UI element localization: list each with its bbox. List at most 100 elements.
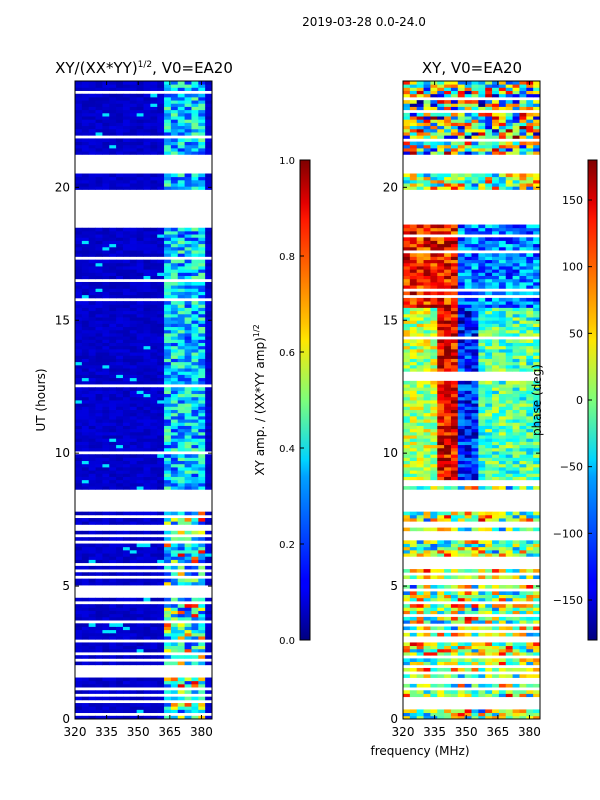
- heatmap-cell: [512, 272, 520, 276]
- heatmap-cell: [498, 683, 507, 688]
- heatmap-cell: [150, 147, 158, 152]
- heatmap-cell: [164, 87, 172, 91]
- heatmap-cell: [129, 597, 138, 602]
- heatmap-cell: [416, 715, 424, 719]
- heatmap-cell: [505, 262, 513, 267]
- heatmap-cell: [102, 230, 110, 235]
- heatmap-cell: [205, 125, 212, 130]
- heatmap-cell: [526, 549, 534, 554]
- heatmap-cell: [75, 559, 83, 564]
- heatmap-cell: [177, 482, 185, 487]
- heatmap-cell: [164, 537, 172, 541]
- heatmap-cell: [109, 565, 117, 570]
- heatmap-cell: [136, 629, 144, 634]
- heatmap-cell: [88, 578, 96, 583]
- heatmap-cell: [409, 431, 418, 436]
- heatmap-cell: [533, 712, 540, 717]
- heatmap-cell: [164, 403, 172, 407]
- heatmap-cell: [403, 281, 411, 286]
- heatmap-cell: [205, 147, 212, 152]
- heatmap-cell: [498, 658, 507, 662]
- heatmap-cell: [198, 243, 206, 248]
- heatmap-cell: [526, 444, 534, 449]
- heatmap-cell: [464, 269, 472, 273]
- heatmap-cell: [416, 285, 424, 289]
- heatmap-cell: [198, 240, 206, 245]
- heatmap-cell: [191, 482, 199, 487]
- heatmap-cell: [164, 361, 172, 366]
- heatmap-cell: [198, 690, 206, 694]
- heatmap-cell: [423, 364, 431, 369]
- heatmap-cell: [498, 285, 507, 289]
- heatmap-cell: [205, 96, 212, 101]
- heatmap-cell: [170, 438, 179, 442]
- heatmap-cell: [437, 364, 445, 369]
- heatmap-cell: [170, 122, 179, 127]
- heatmap-cell: [109, 122, 117, 127]
- heatmap-cell: [109, 703, 117, 707]
- heatmap-cell: [457, 301, 466, 305]
- heatmap-cell: [129, 683, 138, 688]
- heatmap-cell: [423, 412, 431, 417]
- heatmap-cell: [109, 291, 117, 296]
- heatmap-cell: [136, 444, 144, 449]
- heatmap-cell: [403, 368, 411, 372]
- heatmap-cell: [88, 610, 96, 615]
- heatmap-cell: [102, 396, 110, 401]
- heatmap-cell: [136, 333, 144, 337]
- heatmap-cell: [170, 435, 179, 439]
- heatmap-cell: [526, 661, 534, 666]
- heatmap-cell: [492, 527, 500, 532]
- heatmap-cell: [205, 581, 212, 586]
- heatmap-cell: [157, 294, 165, 299]
- heatmap-cell: [116, 454, 124, 458]
- heatmap-cell: [198, 294, 206, 299]
- heatmap-cell: [519, 253, 527, 257]
- heatmap-cell: [464, 511, 472, 516]
- heatmap-cell: [143, 680, 151, 685]
- heatmap-cell: [177, 393, 185, 398]
- heatmap-cell: [129, 262, 138, 267]
- heatmap-cell: [403, 632, 411, 637]
- heatmap-cell: [116, 84, 124, 88]
- heatmap-cell: [505, 447, 513, 452]
- heatmap-cell: [150, 479, 158, 484]
- heatmap-cell: [184, 479, 192, 484]
- heatmap-cell: [136, 703, 144, 707]
- heatmap-cell: [409, 683, 418, 688]
- heatmap-cell: [492, 285, 500, 289]
- heatmap-cell: [492, 652, 500, 656]
- heatmap-cell: [533, 642, 540, 647]
- heatmap-cell: [444, 597, 452, 602]
- heatmap-cell: [526, 441, 534, 446]
- heatmap-cell: [109, 310, 117, 315]
- heatmap-cell: [116, 648, 124, 653]
- heatmap-cell: [122, 266, 131, 270]
- heatmap-cell: [519, 514, 527, 519]
- heatmap-cell: [95, 403, 103, 407]
- heatmap-cell: [88, 179, 96, 184]
- heatmap-cell: [177, 227, 185, 232]
- heatmap-cell: [457, 403, 466, 407]
- heatmap-cell: [157, 119, 165, 123]
- heatmap-cell: [498, 339, 507, 343]
- heatmap-cell: [471, 683, 479, 688]
- heatmap-cell: [205, 696, 212, 701]
- heatmap-cell: [88, 364, 96, 369]
- heatmap-cell: [437, 253, 445, 257]
- heatmap-cell: [464, 380, 472, 385]
- heatmap-cell: [143, 607, 151, 611]
- heatmap-cell: [492, 667, 500, 672]
- heatmap-cell: [81, 636, 90, 640]
- heatmap-cell: [184, 234, 192, 238]
- heatmap-cell: [505, 674, 513, 678]
- heatmap-cell: [95, 683, 103, 688]
- heatmap-cell: [136, 565, 144, 570]
- heatmap-cell: [191, 559, 199, 564]
- heatmap-cell: [191, 549, 199, 554]
- heatmap-cell: [430, 393, 438, 398]
- heatmap-cell: [457, 323, 466, 328]
- heatmap-cell: [150, 87, 158, 91]
- heatmap-cell: [444, 543, 452, 548]
- heatmap-cell: [81, 186, 90, 190]
